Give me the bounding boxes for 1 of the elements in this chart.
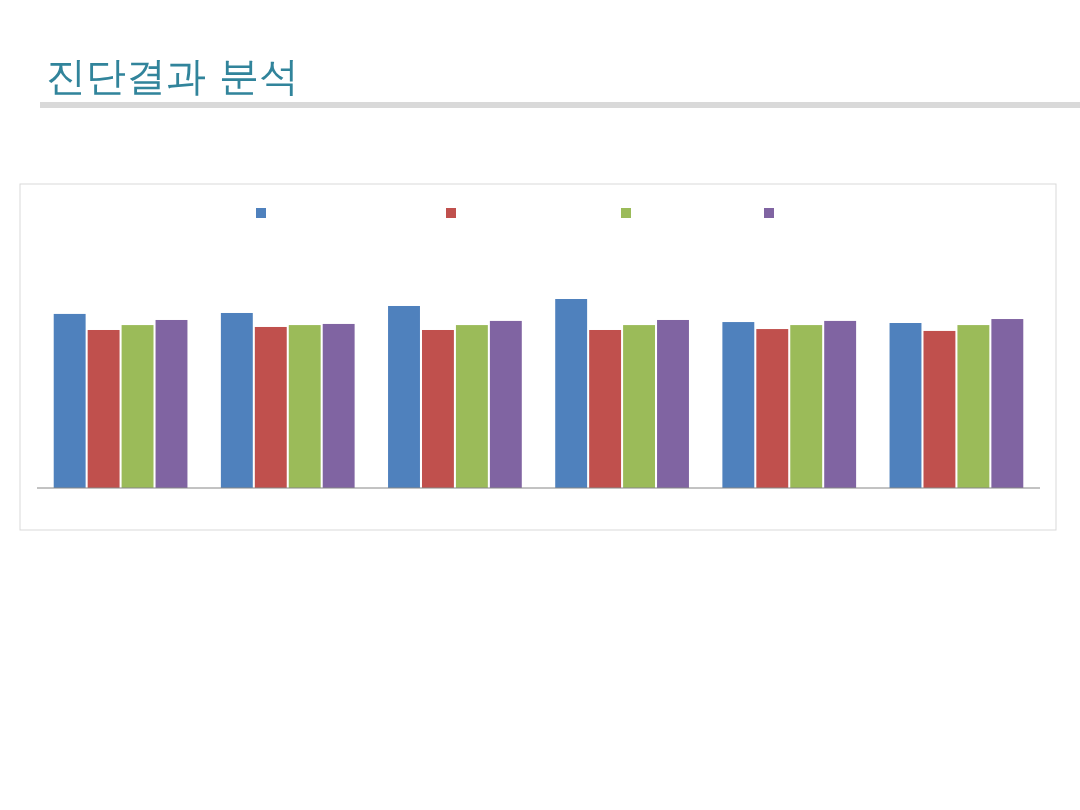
- chart-title: 진단결과 분석: [46, 53, 299, 99]
